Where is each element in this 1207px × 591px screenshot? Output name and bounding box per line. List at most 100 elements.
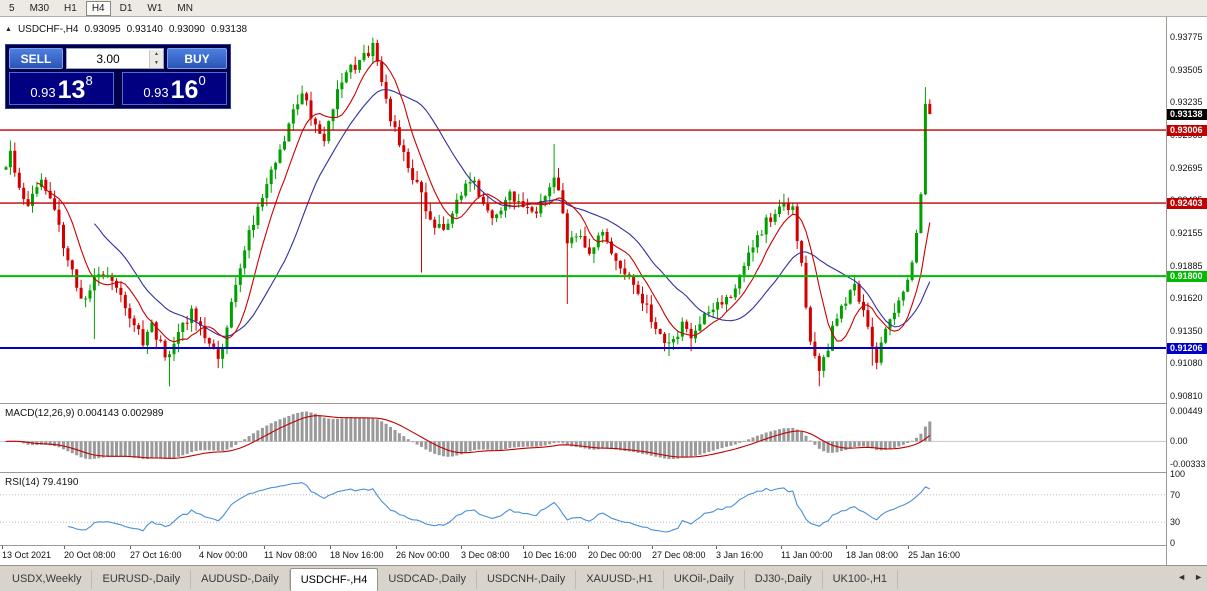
time-axis-label: 25 Jan 16:00 xyxy=(908,550,961,560)
time-axis-tick xyxy=(461,546,462,549)
macd-panel[interactable]: MACD(12,26,9) 0.004143 0.002989 xyxy=(0,404,1166,472)
time-axis-label: 3 Dec 08:00 xyxy=(461,550,510,560)
volume-increase-button[interactable]: ▲ xyxy=(150,49,163,59)
time-axis-tick xyxy=(330,546,331,549)
price-axis-label: 0.93775 xyxy=(1170,31,1203,42)
sell-button[interactable]: SELL xyxy=(9,48,63,69)
timeframe-button-h1[interactable]: H1 xyxy=(64,2,77,14)
volume-decrease-button[interactable]: ▼ xyxy=(150,58,163,68)
tab-scroll-left-icon[interactable]: ◄ xyxy=(1177,572,1187,582)
timeframe-toolbar: 5 M30 H1 H4 D1 W1 MN xyxy=(0,0,1207,17)
timeframe-button-m30[interactable]: M30 xyxy=(29,2,50,14)
tab-scroll-controls: ◄ ► xyxy=(1177,572,1203,582)
time-axis-tick xyxy=(523,546,524,549)
level-price-tag: 0.92403 xyxy=(1167,197,1207,209)
time-axis-label: 11 Jan 00:00 xyxy=(781,550,833,560)
time-axis-tick xyxy=(652,546,653,549)
price-axis-label: 0.93505 xyxy=(1170,64,1203,75)
legend-close: 0.93138 xyxy=(210,24,248,35)
time-axis-label: 20 Dec 00:00 xyxy=(588,550,642,560)
sell-price-prefix: 0.93 xyxy=(30,85,56,100)
time-axis-tick xyxy=(130,546,131,549)
panel-divider[interactable] xyxy=(0,472,1207,473)
one-click-trading-panel: SELL 3.00 ▲ ▼ BUY 0.93 13 8 0.93 xyxy=(5,44,231,109)
time-axis-tick xyxy=(846,546,847,549)
chart-tab-usdcad-daily[interactable]: USDCAD-,Daily xyxy=(378,570,477,589)
time-axis-tick xyxy=(908,546,909,549)
price-axis-label: 0.92155 xyxy=(1170,228,1203,239)
candlestick-chart[interactable] xyxy=(0,17,1166,403)
chart-tab-audusd-daily[interactable]: AUDUSD-,Daily xyxy=(191,570,290,589)
level-price-tag: 0.91800 xyxy=(1167,270,1207,282)
rsi-axis-label: 30 xyxy=(1170,517,1181,528)
sell-price-display[interactable]: 0.93 13 8 xyxy=(9,72,114,105)
chart-tab-xauusd-h1[interactable]: XAUUSD-,H1 xyxy=(576,570,664,589)
buy-button[interactable]: BUY xyxy=(167,48,227,69)
timeframe-button-mn[interactable]: MN xyxy=(177,2,193,14)
legend-high: 0.93140 xyxy=(126,24,163,35)
current-price-tag: 0.93138 xyxy=(1167,108,1207,120)
price-axis-label: 0.93235 xyxy=(1170,97,1203,108)
price-axis-label: 0.91350 xyxy=(1170,325,1203,336)
level-price-tag: 0.91206 xyxy=(1167,342,1207,354)
time-axis-tick xyxy=(716,546,717,549)
sell-price-point: 8 xyxy=(85,73,93,88)
timeframe-button-h4[interactable]: H4 xyxy=(85,0,111,16)
macd-plot[interactable] xyxy=(0,404,1166,472)
time-axis-label: 26 Nov 00:00 xyxy=(396,550,450,560)
volume-field[interactable]: 3.00 ▲ ▼ xyxy=(66,48,164,69)
macd-axis-label: 0.00449 xyxy=(1170,405,1203,416)
rsi-plot[interactable] xyxy=(0,473,1166,545)
chart-tab-usdx-weekly[interactable]: USDX,Weekly xyxy=(2,570,93,589)
chart-tab-usdcnh-daily[interactable]: USDCNH-,Daily xyxy=(477,570,577,589)
time-axis-label: 27 Dec 08:00 xyxy=(652,550,706,560)
macd-legend: MACD(12,26,9) 0.004143 0.002989 xyxy=(5,408,164,419)
rsi-axis-label: 100 xyxy=(1170,469,1186,479)
price-axis-label: 0.91080 xyxy=(1170,358,1203,369)
time-axis-tick xyxy=(64,546,65,549)
timeframe-button-d1[interactable]: D1 xyxy=(119,2,133,14)
time-axis-label: 27 Oct 16:00 xyxy=(130,550,182,560)
legend-symbol: USDCHF-,H4 xyxy=(17,24,79,35)
time-axis-tick xyxy=(2,546,3,549)
sell-price-pips: 13 xyxy=(57,76,86,104)
tab-scroll-right-icon[interactable]: ► xyxy=(1194,572,1203,582)
chart-tab-uk100-h1[interactable]: UK100-,H1 xyxy=(823,570,899,589)
time-axis-tick xyxy=(199,546,200,549)
chart-tab-ukoil-daily[interactable]: UKOil-,Daily xyxy=(664,570,745,589)
time-axis-label: 11 Nov 08:00 xyxy=(264,550,317,560)
panel-divider[interactable] xyxy=(0,403,1207,404)
rsi-legend: RSI(14) 79.4190 xyxy=(5,477,79,488)
level-price-tag: 0.93006 xyxy=(1167,124,1207,136)
time-axis-tick xyxy=(396,546,397,549)
time-axis[interactable]: 13 Oct 2021 20 Oct 08:00 27 Oct 16:00 4 Nov… xyxy=(0,546,1166,565)
collapse-trade-panel-icon[interactable]: ▲ xyxy=(5,26,12,33)
rsi-axis-label: 0 xyxy=(1170,538,1176,548)
time-axis-label: 18 Jan 08:00 xyxy=(846,550,899,560)
price-axis-label: 0.92695 xyxy=(1170,162,1203,173)
buy-price-pips: 16 xyxy=(170,76,199,104)
timeframe-button-w1[interactable]: W1 xyxy=(147,2,163,14)
legend-open: 0.93095 xyxy=(84,24,121,35)
time-axis-label: 18 Nov 16:00 xyxy=(330,550,384,560)
rsi-panel[interactable]: RSI(14) 79.4190 xyxy=(0,473,1166,545)
price-axis-label: 0.91620 xyxy=(1170,292,1203,303)
chart-tab-usdchf-h4[interactable]: USDCHF-,H4 xyxy=(289,568,379,591)
macd-axis-label: 0.00 xyxy=(1170,436,1188,447)
price-axis-label: 0.90810 xyxy=(1170,390,1203,401)
timeframe-button-5[interactable]: 5 xyxy=(9,2,15,14)
chart-tab-eurusd-daily[interactable]: EURUSD-,Daily xyxy=(92,570,192,589)
time-axis-label: 13 Oct 2021 xyxy=(2,550,52,560)
price-chart[interactable]: ▲ USDCHF-,H4 0.93095 0.93140 0.93090 0.9… xyxy=(0,17,1166,403)
time-axis-label: 4 Nov 00:00 xyxy=(199,550,248,560)
chart-tab-dj30-daily[interactable]: DJ30-,Daily xyxy=(745,570,823,589)
buy-price-display[interactable]: 0.93 16 0 xyxy=(122,72,227,105)
time-axis-tick xyxy=(781,546,782,549)
time-axis-tick xyxy=(264,546,265,549)
time-axis-label: 10 Dec 16:00 xyxy=(523,550,577,560)
chart-tabs: USDX,Weekly EURUSD-,Daily AUDUSD-,Daily USD… xyxy=(0,566,1207,591)
buy-price-prefix: 0.93 xyxy=(143,85,169,100)
legend-low: 0.93090 xyxy=(168,24,205,35)
price-axis[interactable]: 0.937750.935050.932350.929650.926950.924… xyxy=(1166,17,1207,565)
